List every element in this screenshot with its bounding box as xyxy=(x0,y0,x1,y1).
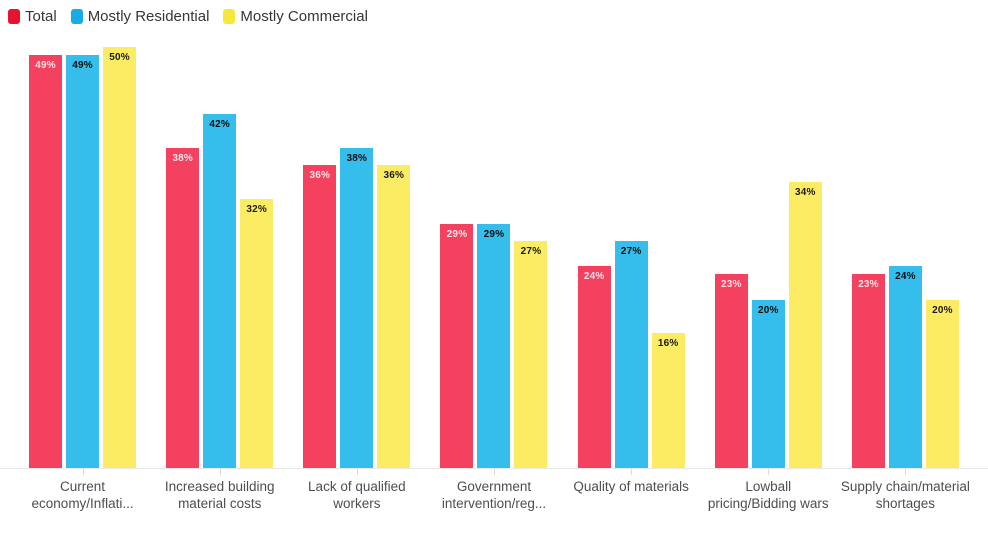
axis-tick xyxy=(82,469,84,475)
bar: 32% xyxy=(240,199,274,468)
bar-value-label: 23% xyxy=(720,279,742,290)
bar: 36% xyxy=(377,165,411,468)
bar-value-label: 20% xyxy=(932,305,953,316)
bar-group: 29% 29% 27% xyxy=(425,47,562,468)
bar: 49% xyxy=(29,55,63,468)
legend-item: Total xyxy=(8,8,57,25)
bar-value-label: 24% xyxy=(583,271,605,282)
bar: 27% xyxy=(514,241,548,468)
bar-value-label: 24% xyxy=(895,271,916,282)
x-axis-baseline xyxy=(0,468,988,469)
category-axis: Current economy/Inflati... Increased buil… xyxy=(0,469,988,513)
category-label: Lack of qualified workers xyxy=(308,479,406,511)
bar: 23% xyxy=(714,274,748,468)
category-cell: Supply chain/material shortages xyxy=(837,469,974,513)
bar-value-label: 23% xyxy=(858,279,879,290)
legend-label: Total xyxy=(25,8,57,25)
plot-area: 49% 49% 50% 38% 42% 32% 36% 38% 36% 29% 29% 27% 24% 2… xyxy=(0,47,988,513)
axis-tick xyxy=(905,469,907,475)
category-label: Quality of materials xyxy=(573,479,689,494)
bar: 36% xyxy=(303,165,337,468)
axis-tick xyxy=(219,469,221,475)
legend-swatch-icon xyxy=(70,9,83,24)
bar-group: 36% 38% 36% xyxy=(288,47,425,468)
bar-value-label: 36% xyxy=(383,170,405,181)
bar-value-label: 38% xyxy=(172,153,194,164)
category-label: Increased building material costs xyxy=(164,479,275,511)
legend-label: Mostly Commercial xyxy=(240,8,368,25)
bar-group: 23% 24% 20% xyxy=(837,47,974,468)
axis-tick xyxy=(493,469,495,475)
bar-value-label: 49% xyxy=(35,60,56,71)
category-cell: Quality of materials xyxy=(563,469,700,513)
category-cell: Current economy/Inflati... xyxy=(14,469,151,513)
bar-value-label: 29% xyxy=(446,229,468,240)
bar-group: 49% 49% 50% xyxy=(14,47,151,468)
legend-label: Mostly Residential xyxy=(87,8,210,25)
bar: 29% xyxy=(440,224,474,468)
bar-value-label: 27% xyxy=(620,246,642,257)
bar: 24% xyxy=(888,266,922,468)
bar: 34% xyxy=(788,182,822,468)
legend-item: Mostly Residential xyxy=(70,8,210,25)
axis-tick xyxy=(768,469,770,475)
bar-value-label: 27% xyxy=(520,246,542,257)
bar-value-label: 29% xyxy=(483,229,505,240)
bar: 49% xyxy=(66,55,100,468)
bar-value-label: 20% xyxy=(757,305,779,316)
legend-swatch-icon xyxy=(223,9,236,24)
bar-value-label: 16% xyxy=(657,338,679,349)
category-label: Supply chain/material shortages xyxy=(840,479,970,511)
bar: 20% xyxy=(925,300,959,468)
bar: 16% xyxy=(651,333,685,468)
bar-value-label: 42% xyxy=(209,119,231,130)
bar: 24% xyxy=(577,266,611,468)
bar: 29% xyxy=(477,224,511,468)
bar-value-label: 38% xyxy=(346,153,368,164)
bar-value-label: 32% xyxy=(246,204,268,215)
axis-tick xyxy=(356,469,358,475)
category-label: Lowball pricing/Bidding wars xyxy=(707,479,829,511)
bar: 23% xyxy=(851,274,885,468)
category-cell: Lack of qualified workers xyxy=(288,469,425,513)
axis-tick xyxy=(631,469,633,475)
bar: 38% xyxy=(166,148,200,468)
bar-group: 23% 20% 34% xyxy=(700,47,837,468)
category-cell: Government intervention/reg... xyxy=(425,469,562,513)
bar-value-label: 50% xyxy=(109,52,130,63)
bar-group: 38% 42% 32% xyxy=(151,47,288,468)
category-label: Government intervention/reg... xyxy=(441,479,547,511)
bar-group: 24% 27% 16% xyxy=(563,47,700,468)
legend-swatch-icon xyxy=(8,9,20,24)
bar: 20% xyxy=(751,300,785,468)
chart-legend: Total Mostly Residential Mostly Commercial xyxy=(8,8,368,25)
bar-value-label: 34% xyxy=(794,187,816,198)
bar: 50% xyxy=(103,47,137,468)
category-cell: Lowball pricing/Bidding wars xyxy=(700,469,837,513)
legend-item: Mostly Commercial xyxy=(223,8,368,25)
category-label: Current economy/Inflati... xyxy=(31,479,134,511)
bar: 38% xyxy=(340,148,374,468)
bar-groups: 49% 49% 50% 38% 42% 32% 36% 38% 36% 29% 29% 27% 24% 2… xyxy=(0,47,988,468)
bar: 42% xyxy=(203,114,237,468)
bar-value-label: 49% xyxy=(72,60,93,71)
category-cell: Increased building material costs xyxy=(151,469,288,513)
bar-value-label: 36% xyxy=(309,170,331,181)
bar: 27% xyxy=(614,241,648,468)
